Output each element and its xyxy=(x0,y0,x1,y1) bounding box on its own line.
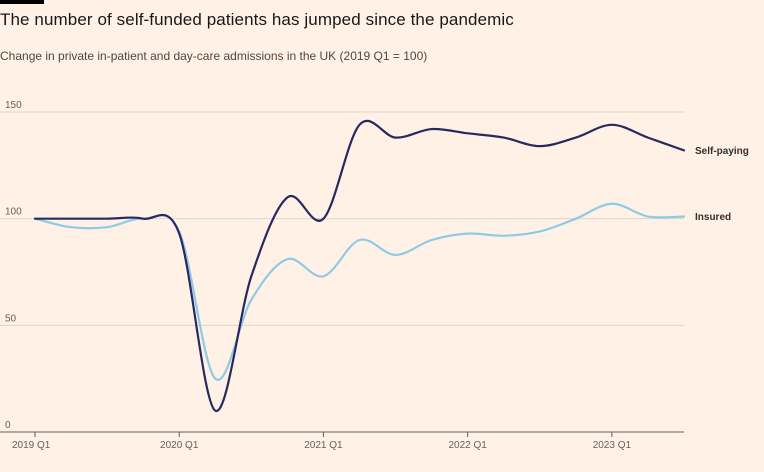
data-point-insured-9 xyxy=(358,238,362,242)
data-point-insured-10 xyxy=(394,253,398,257)
data-point-self-paying-12 xyxy=(466,131,470,135)
data-point-insured-7 xyxy=(285,257,289,261)
data-point-self-paying-16 xyxy=(610,123,614,127)
x-tick-label-2023-Q1: 2023 Q1 xyxy=(593,440,632,451)
series-labels: Insured Self-paying xyxy=(695,146,749,223)
x-tick-label-2022-Q1: 2022 Q1 xyxy=(448,440,487,451)
data-point-self-paying-0 xyxy=(33,217,37,221)
data-point-self-paying-10 xyxy=(394,136,398,140)
data-point-insured-2 xyxy=(105,225,109,229)
y-tick-label-100: 100 xyxy=(5,207,22,218)
data-point-self-paying-2 xyxy=(105,217,109,221)
x-axis: 2019 Q1 2020 Q1 2021 Q1 2022 Q1 2023 Q1 xyxy=(0,431,684,451)
data-point-insured-15 xyxy=(574,217,578,221)
series-line-self-paying xyxy=(33,119,686,412)
data-point-insured-6 xyxy=(249,298,253,302)
data-point-insured-1 xyxy=(69,225,73,229)
data-point-self-paying-8 xyxy=(321,217,325,221)
y-tick-label-50: 50 xyxy=(5,313,17,324)
data-point-insured-18 xyxy=(682,215,686,219)
data-point-insured-17 xyxy=(646,215,650,219)
series-label-insured: Insured xyxy=(695,212,731,223)
data-point-insured-5 xyxy=(213,377,217,381)
x-tick-label-2019-Q1: 2019 Q1 xyxy=(12,440,51,451)
gridlines: 0 50 100 150 xyxy=(0,100,684,431)
data-point-insured-14 xyxy=(538,229,542,233)
data-point-self-paying-7 xyxy=(285,195,289,199)
data-point-self-paying-14 xyxy=(538,144,542,148)
data-point-self-paying-18 xyxy=(682,148,686,152)
data-point-self-paying-3 xyxy=(141,217,145,221)
data-point-self-paying-15 xyxy=(574,136,578,140)
series-label-self-paying: Self-paying xyxy=(695,146,749,157)
data-point-self-paying-9 xyxy=(358,123,362,127)
data-point-insured-8 xyxy=(321,274,325,278)
series-lines xyxy=(33,119,686,413)
chart-title: The number of self-funded patients has j… xyxy=(0,10,514,29)
data-point-insured-16 xyxy=(610,202,614,206)
data-point-self-paying-11 xyxy=(430,127,434,131)
data-point-self-paying-13 xyxy=(502,136,506,140)
data-point-insured-13 xyxy=(502,234,506,238)
x-tick-label-2020-Q1: 2020 Q1 xyxy=(160,440,199,451)
data-point-self-paying-17 xyxy=(646,136,650,140)
data-point-self-paying-1 xyxy=(69,217,73,221)
data-point-insured-11 xyxy=(430,238,434,242)
data-point-insured-12 xyxy=(466,232,470,236)
data-point-self-paying-6 xyxy=(249,274,253,278)
data-point-self-paying-5 xyxy=(213,409,217,413)
y-tick-label-150: 150 xyxy=(5,100,22,111)
brand-bar xyxy=(0,0,44,4)
x-tick-label-2021-Q1: 2021 Q1 xyxy=(304,440,343,451)
y-tick-label-0: 0 xyxy=(5,420,11,431)
data-point-self-paying-4 xyxy=(177,232,181,236)
series-line-insured xyxy=(33,202,686,381)
chart-subtitle: Change in private in-patient and day-car… xyxy=(0,49,428,63)
